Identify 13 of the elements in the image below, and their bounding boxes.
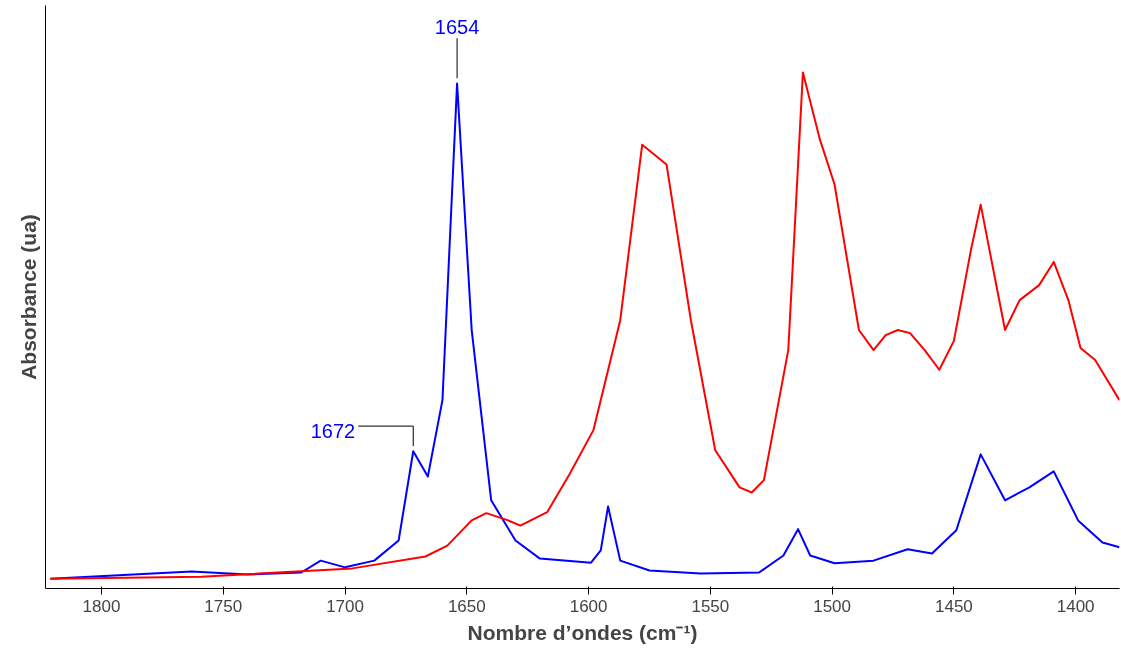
x-axis-title: Nombre d’ondes (cm⁻¹) [467,620,698,644]
x-tick-label: 1700 [326,596,364,616]
x-tick-label: 1550 [691,596,730,616]
y-axis-title: Absorbance (ua) [16,214,40,380]
x-tick-label: 1400 [1056,596,1095,616]
x-tick-label: 1500 [813,596,852,616]
x-tick-label: 1750 [204,596,243,616]
annotation: 1654 [434,16,480,39]
annotation: 1672 [310,420,356,443]
x-tick-label: 1600 [569,596,608,616]
x-tick-label: 1650 [447,596,486,616]
x-tick-label: 1800 [82,596,121,616]
x-tick-label: 1450 [934,596,973,616]
